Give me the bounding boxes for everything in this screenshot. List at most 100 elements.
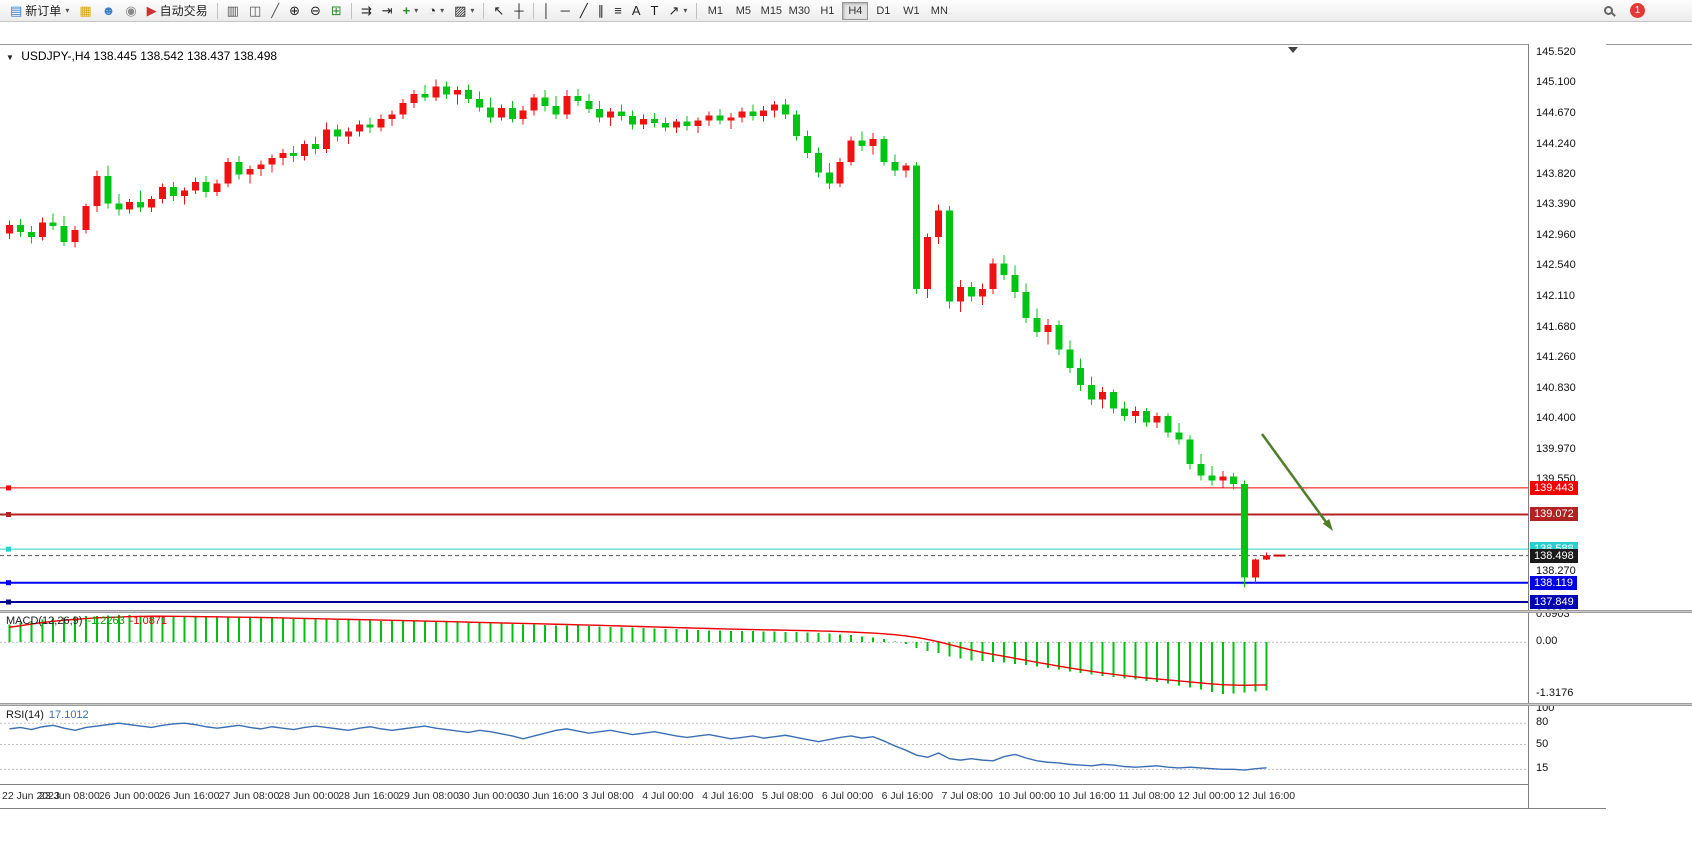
price-line-label-139.072[interactable]: 139.072 xyxy=(1530,507,1578,522)
chart-collapse-icon[interactable]: ▼ xyxy=(6,53,14,62)
fibonacci-icon: ≡ xyxy=(614,3,622,18)
panel-splitter[interactable] xyxy=(0,703,1692,706)
notification-badge[interactable]: 1 xyxy=(1630,3,1645,18)
rsi-axis-tick: 80 xyxy=(1536,716,1549,729)
templates-button[interactable]: ▨ ▾ xyxy=(449,1,479,21)
time-label: 4 Jul 00:00 xyxy=(642,790,694,802)
macd-name: MACD(12,26,9) xyxy=(6,615,83,627)
hline-handle[interactable] xyxy=(6,511,11,517)
time-label: 28 Jun 16:00 xyxy=(338,790,399,802)
time-label: 30 Jun 16:00 xyxy=(517,790,579,802)
channel-button[interactable]: ∥ xyxy=(593,1,610,21)
search-icon xyxy=(1604,6,1613,15)
timeframe-H1[interactable]: H1 xyxy=(820,4,835,17)
zoom-in-icon: ⊕ xyxy=(289,3,300,18)
timeframe-H4[interactable]: H4 xyxy=(842,1,869,20)
zoom-out-button[interactable]: ⊖ xyxy=(305,1,326,21)
hline-handle[interactable] xyxy=(6,546,11,552)
shift-marker-icon[interactable] xyxy=(1288,47,1298,53)
horizontal-line-button[interactable]: ─ xyxy=(556,1,575,21)
timeframe-M15[interactable]: M15 xyxy=(760,4,783,17)
price-line-label-138.498[interactable]: 138.498 xyxy=(1530,548,1578,563)
bar-chart-button[interactable]: ▥ xyxy=(222,1,244,21)
support-icon: ◉ xyxy=(125,3,137,18)
profiles-button[interactable]: ☻ xyxy=(97,1,121,21)
indicators-icon: + xyxy=(402,3,411,18)
timeframe-M1[interactable]: M1 xyxy=(707,4,723,17)
chart-canvas[interactable] xyxy=(0,22,1692,847)
crosshair-icon: ┼ xyxy=(514,3,524,18)
time-label: 28 Jun 00:00 xyxy=(278,790,340,802)
zoom-in-button[interactable]: ⊕ xyxy=(284,1,305,21)
vertical-line-button[interactable]: │ xyxy=(538,1,556,21)
arrow-annotation-head xyxy=(1322,519,1333,531)
profiles-icon: ☻ xyxy=(101,3,116,18)
hline-handle[interactable] xyxy=(6,599,11,605)
new-order-icon: ▤ xyxy=(10,3,23,18)
cursor-button[interactable]: ↖ xyxy=(488,1,509,21)
price-tick: 144.240 xyxy=(1536,137,1576,150)
periods-icon: ◔ xyxy=(428,3,437,18)
price-line-label-137.849[interactable]: 137.849 xyxy=(1530,595,1578,609)
price-tick: 142.540 xyxy=(1536,259,1576,272)
tile-windows-button[interactable]: ⊞ xyxy=(326,1,347,21)
search-button[interactable] xyxy=(1599,1,1618,21)
price-tick: 140.400 xyxy=(1536,412,1576,425)
text-icon: A xyxy=(631,3,641,18)
time-label: 12 Jul 16:00 xyxy=(1237,790,1296,802)
horizontal-line-icon: ─ xyxy=(560,3,570,18)
arrow-annotation[interactable] xyxy=(1260,433,1328,523)
chart-shift-icon: ⇥ xyxy=(381,3,393,18)
time-label: 3 Jul 08:00 xyxy=(582,790,634,802)
channel-icon: ∥ xyxy=(597,3,605,18)
price-axis[interactable]: 145.520 145.100 144.670 144.240 143.820 143.3… xyxy=(1528,44,1606,808)
candle-chart-icon: ◫ xyxy=(248,3,262,18)
trendline-button[interactable]: ╱ xyxy=(575,1,593,21)
macd-signal-value: -1.0871 xyxy=(129,615,168,627)
auto-scroll-button[interactable]: ⇉ xyxy=(356,1,377,21)
timeframe-D1[interactable]: D1 xyxy=(876,4,891,17)
text-label-button[interactable]: T xyxy=(645,1,663,21)
price-tick: 141.260 xyxy=(1536,350,1576,363)
arrows-button[interactable]: ↗ ▾ xyxy=(663,1,692,21)
autotrading-button[interactable]: ▶ 自动交易 xyxy=(142,1,213,21)
rsi-axis-tick: 50 xyxy=(1536,737,1549,750)
main-toolbar: ▤ 新订单 ▾ ▦ ☻ ◉ ▶ 自动交易 ▥ ◫ ╱ ⊕ ⊖ ⊞ ⇉ ⇥ + ▾ … xyxy=(0,0,1692,22)
price-line-label-139.443[interactable]: 139.443 xyxy=(1530,480,1578,495)
price-line-label-138.119[interactable]: 138.119 xyxy=(1530,575,1577,590)
indicators-button[interactable]: + ▾ xyxy=(398,1,424,21)
candle-chart-button[interactable]: ◫ xyxy=(244,1,266,21)
support-button[interactable]: ◉ xyxy=(120,1,141,21)
time-label: 10 Jul 16:00 xyxy=(1058,790,1116,802)
price-tick: 145.520 xyxy=(1536,46,1576,58)
hline-handle[interactable] xyxy=(6,485,11,491)
line-chart-button[interactable]: ╱ xyxy=(266,1,284,21)
crosshair-button[interactable]: ┼ xyxy=(509,1,528,21)
price-tick: 144.670 xyxy=(1536,106,1576,119)
market-icon: ▦ xyxy=(79,3,92,18)
chevron-down-icon: ▾ xyxy=(440,6,445,15)
fibonacci-button[interactable]: ≡ xyxy=(609,1,627,21)
time-axis[interactable]: 22 Jun 2023 23 Jun 08:00 26 Jun 00:00 26 Ju… xyxy=(0,785,1528,808)
text-button[interactable]: A xyxy=(627,1,646,21)
price-tick: 140.830 xyxy=(1536,381,1576,394)
templates-icon: ▨ xyxy=(454,3,467,18)
chart-shift-button[interactable]: ⇥ xyxy=(377,1,398,21)
chevron-down-icon: ▾ xyxy=(65,6,70,15)
timeframe-M5[interactable]: M5 xyxy=(735,4,751,17)
panel-splitter[interactable] xyxy=(0,610,1692,613)
price-tick: 141.680 xyxy=(1536,320,1576,333)
symbol-period-label: USDJPY-,H4 xyxy=(21,49,91,63)
new-order-button[interactable]: ▤ 新订单 ▾ xyxy=(5,1,74,21)
timeframe-M30[interactable]: M30 xyxy=(788,4,811,17)
market-button[interactable]: ▦ xyxy=(74,1,96,21)
toolbar-separator xyxy=(350,2,352,19)
timeframe-MN[interactable]: MN xyxy=(930,4,948,17)
periods-button[interactable]: ◔ ▾ xyxy=(423,1,449,21)
timeframe-W1[interactable]: W1 xyxy=(903,4,920,17)
hline-handle[interactable] xyxy=(6,580,11,586)
price-tick: 142.110 xyxy=(1536,290,1575,303)
zoom-out-icon: ⊖ xyxy=(310,3,321,18)
macd-signal-line xyxy=(9,615,1267,686)
price-tick: 145.100 xyxy=(1536,76,1576,89)
